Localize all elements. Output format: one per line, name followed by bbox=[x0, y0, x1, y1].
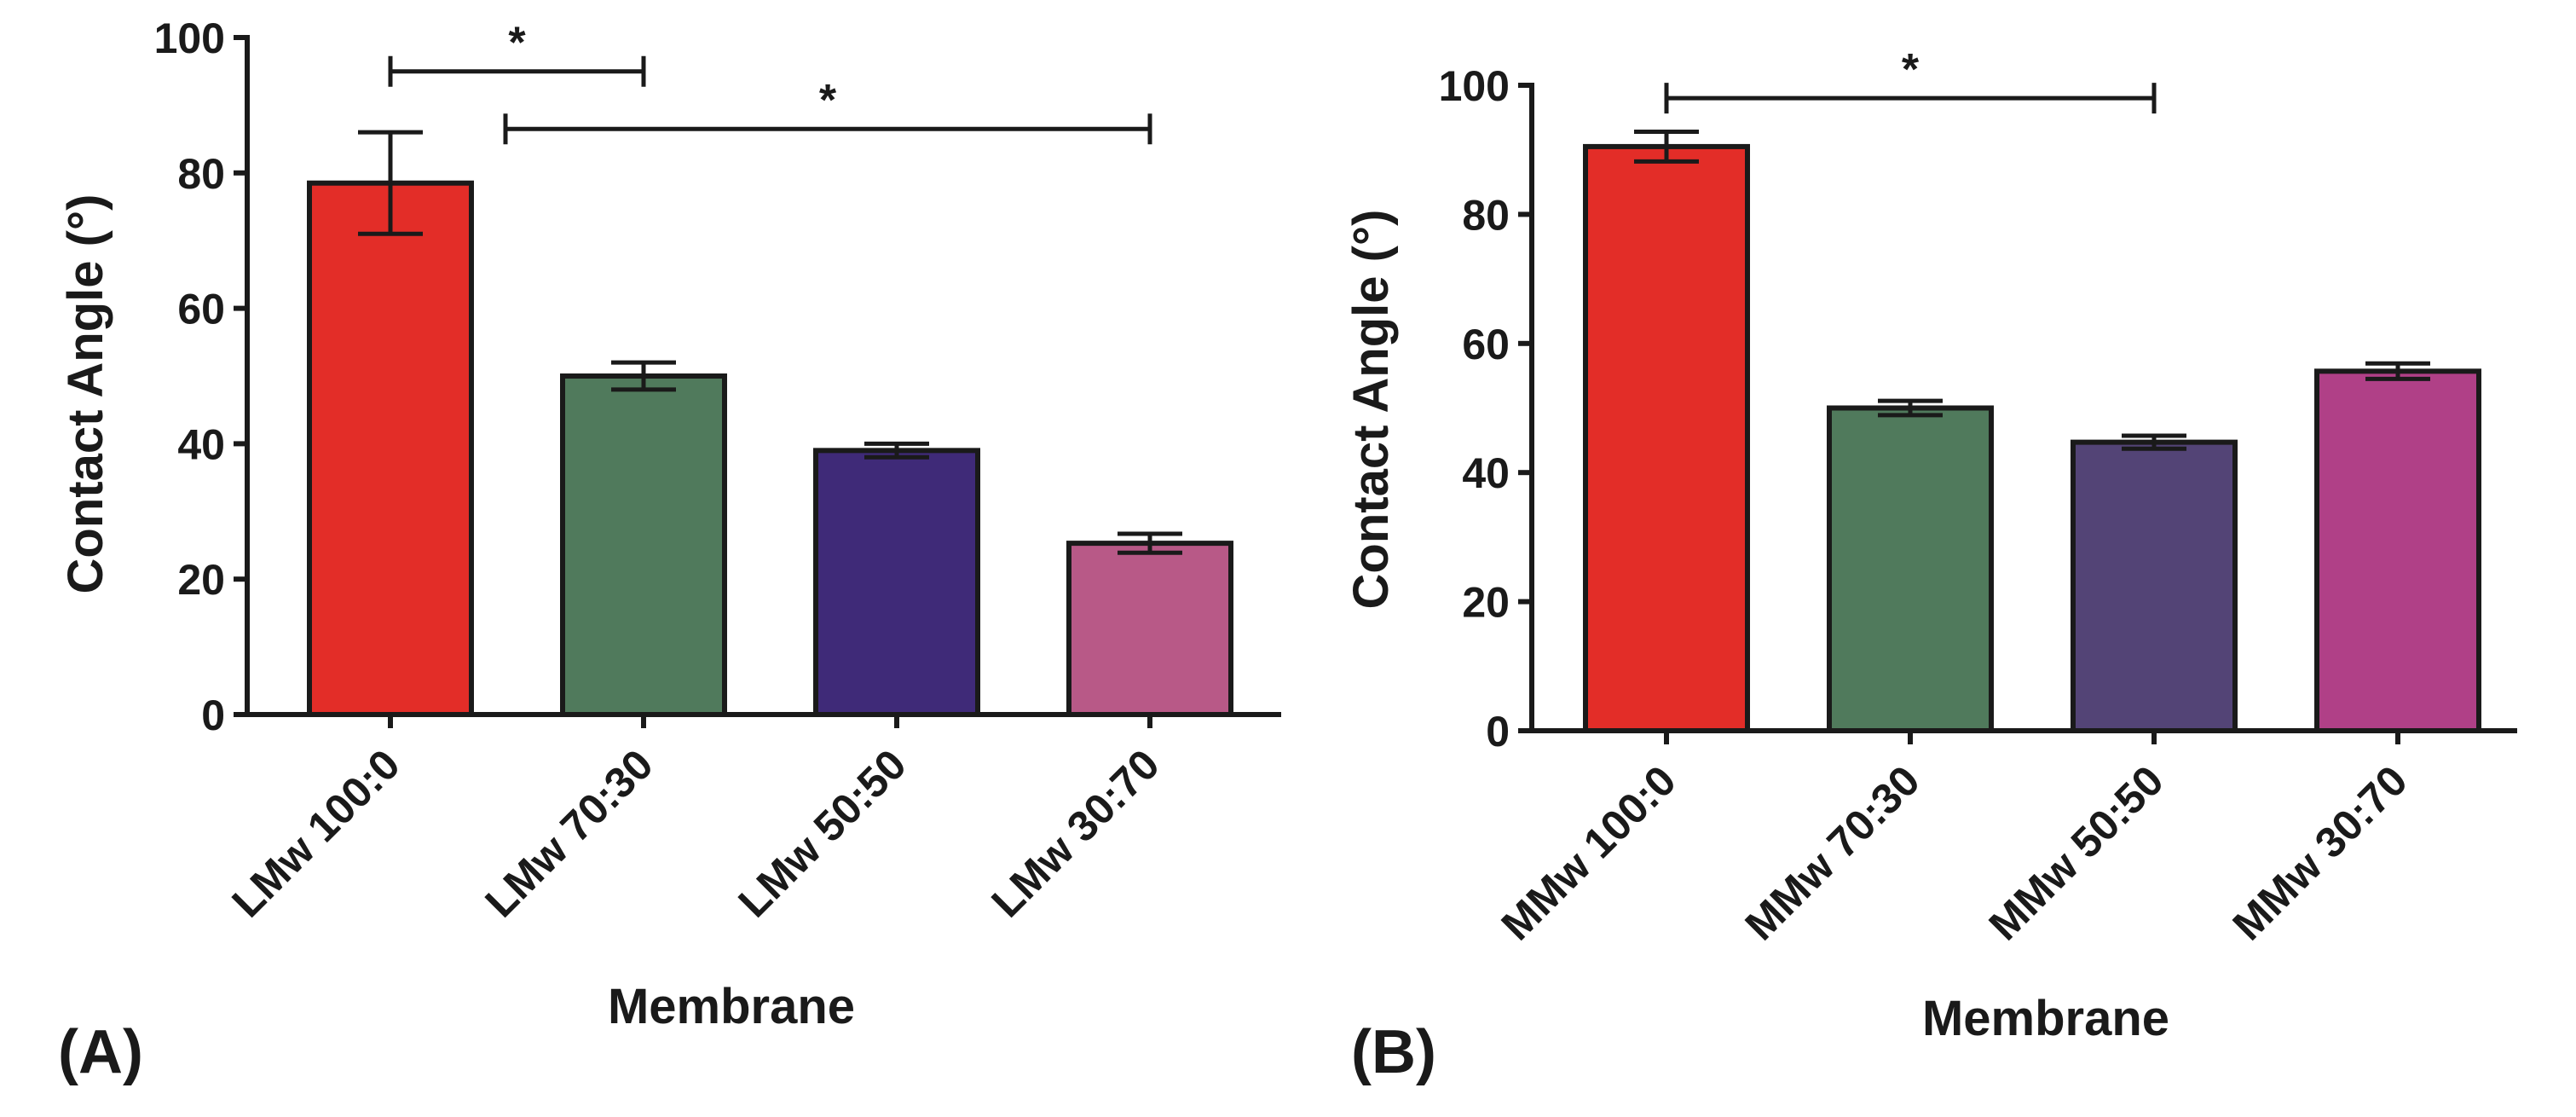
panel-a-y-tick-label: 40 bbox=[177, 420, 225, 468]
panel-a-x-tick-label: LMw 70:30 bbox=[476, 740, 661, 926]
panel-b-x-tick-label: MMw 50:50 bbox=[1980, 756, 2173, 949]
panel-b-y-tick-label: 60 bbox=[1462, 321, 1510, 368]
panel-a-bar bbox=[1066, 541, 1233, 717]
panel-a-bar bbox=[813, 448, 980, 718]
panel-b-x-tick-label: MMw 100:0 bbox=[1493, 756, 1685, 949]
panel-b-bar bbox=[2071, 439, 2238, 733]
panel-b-significance-bracket bbox=[1664, 83, 2157, 114]
panel-a-x-tick-label: LMw 50:50 bbox=[729, 740, 915, 926]
panel-a-significance-bracket bbox=[503, 113, 1152, 145]
panel-b-significance-star: * bbox=[1902, 45, 1920, 95]
panel-a-bar bbox=[560, 373, 727, 717]
panel-b-bar bbox=[2314, 368, 2481, 733]
panel-a-x-tick-label: LMw 100:0 bbox=[222, 740, 408, 926]
panel-b-x-tick-label: MMw 30:70 bbox=[2224, 756, 2417, 949]
panel-a-significance-star: * bbox=[508, 19, 526, 68]
panel-b-x-axis-title: Membrane bbox=[1922, 991, 2169, 1046]
panel-a-significance-bracket bbox=[388, 55, 646, 87]
panel-b-label: (B) bbox=[1351, 1018, 1436, 1086]
panel-a-chart: (A) Contact Angle (°) Membrane 0 20 40 60 80… bbox=[58, 14, 1281, 1086]
panel-b-y-tick-label: 40 bbox=[1462, 449, 1510, 497]
panel-b-y-tick-label: 0 bbox=[1486, 708, 1510, 755]
panel-b-x-tick-label: MMw 70:30 bbox=[1736, 756, 1929, 949]
panel-a-label: (A) bbox=[58, 1018, 143, 1086]
panel-a-x-axis-title: Membrane bbox=[608, 979, 855, 1034]
panel-a-x-tick-label: LMw 30:70 bbox=[982, 740, 1168, 926]
panel-b-y-tick-label: 80 bbox=[1462, 191, 1510, 239]
panel-b-y-tick-label: 100 bbox=[1439, 62, 1510, 110]
panel-a-significance-star: * bbox=[819, 76, 837, 125]
panel-a-y-tick-label: 0 bbox=[201, 692, 225, 739]
panel-a-bar bbox=[307, 180, 474, 717]
panel-b-y-tick-label: 20 bbox=[1462, 579, 1510, 627]
panel-b-y-axis-title: Contact Angle (°) bbox=[1343, 210, 1399, 610]
panel-a-y-tick-label: 100 bbox=[154, 14, 225, 62]
panel-a-y-tick-label: 20 bbox=[177, 556, 225, 604]
panel-a-y-tick-label: 60 bbox=[177, 286, 225, 333]
panel-b-bar bbox=[1827, 405, 1994, 733]
panel-b-chart: (B) Contact Angle (°) Membrane 0 20 40 60 80… bbox=[1343, 45, 2517, 1086]
panel-a-y-tick-label: 80 bbox=[177, 150, 225, 198]
panel-b-bar bbox=[1583, 143, 1750, 734]
panel-a-y-axis-title: Contact Angle (°) bbox=[58, 194, 113, 594]
